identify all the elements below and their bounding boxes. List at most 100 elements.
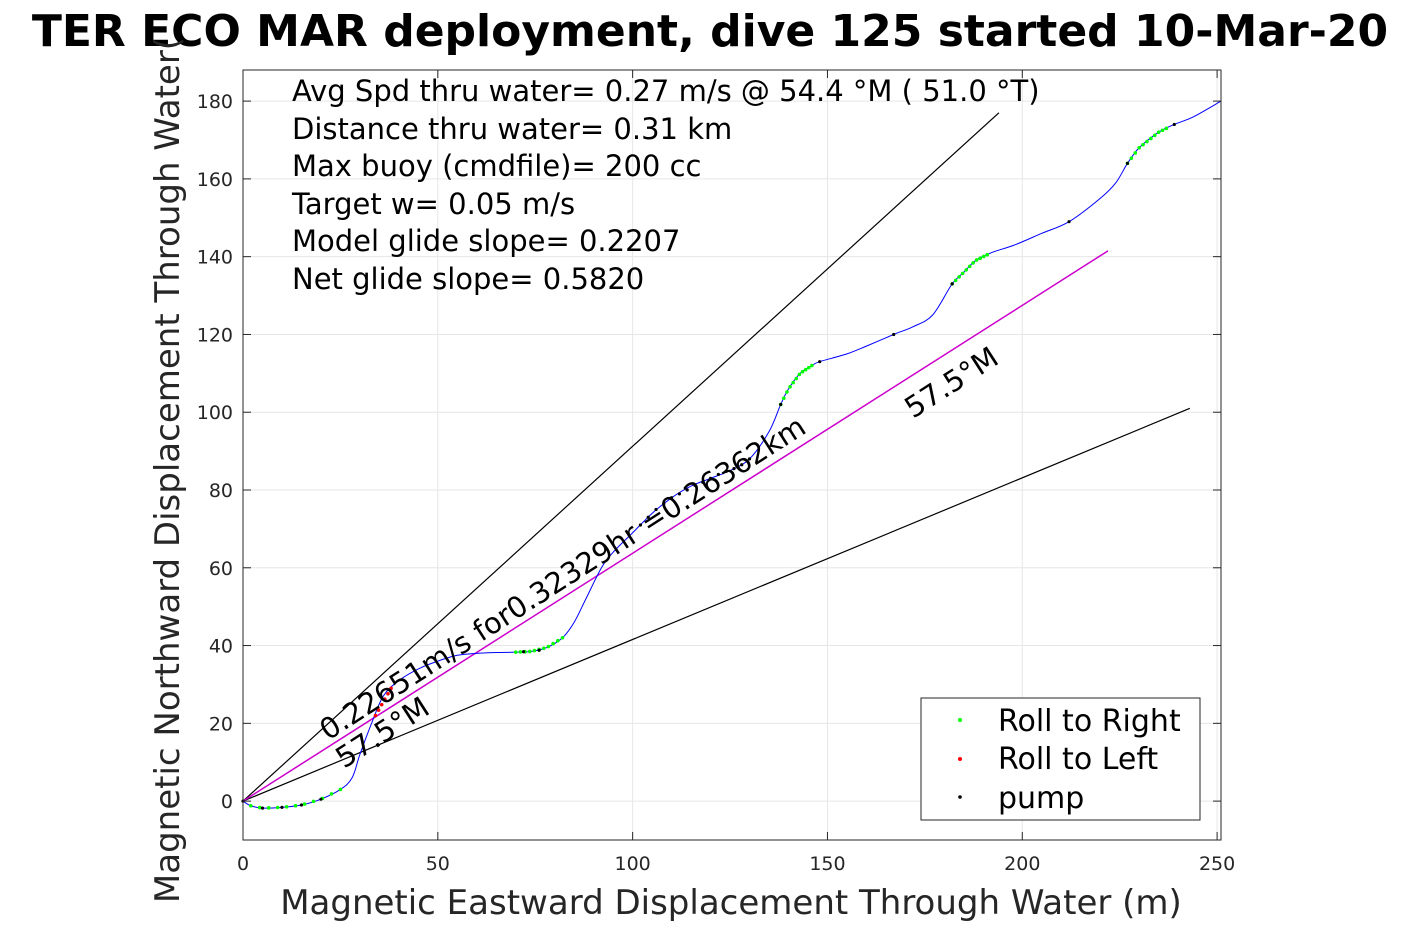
roll-right-point — [1164, 126, 1169, 131]
roll-right-point — [1149, 136, 1153, 141]
roll-right-point — [560, 635, 565, 640]
pump-point — [638, 523, 643, 527]
roll-right-point — [1152, 133, 1157, 138]
roll-right-point — [311, 799, 316, 804]
roll-right-point — [794, 376, 799, 381]
roll-right-point — [957, 275, 961, 279]
pump-point — [537, 648, 541, 652]
roll-left-point — [376, 708, 381, 712]
x-axis-label: Magnetic Eastward Displacement Through W… — [280, 883, 1182, 923]
grid — [242, 70, 1221, 840]
roll-right-point — [953, 278, 958, 283]
heading-bound-line — [242, 112, 1000, 802]
pump-point — [732, 467, 736, 471]
info-avg-speed: Avg Spd thru water= 0.27 m/s @ 54.4 °M (… — [292, 74, 1040, 108]
roll-right-point — [960, 271, 965, 276]
roll-right-point — [1129, 156, 1134, 160]
info-target-w: Target w= 0.05 m/s — [291, 187, 575, 221]
dive-summary: Avg Spd thru water= 0.27 m/s @ 54.4 °M (… — [291, 74, 1040, 296]
roll-right-point — [1137, 145, 1141, 150]
roll-right-point — [964, 268, 968, 272]
pump-point — [701, 480, 705, 484]
roll-right-point — [266, 806, 271, 810]
roll-right-point — [542, 646, 546, 651]
roll-right-point — [971, 261, 975, 265]
roll-right-point — [788, 385, 792, 389]
roll-right-point — [546, 644, 551, 649]
roll-right-point — [556, 638, 560, 643]
y-tick-label: 140 — [197, 247, 233, 269]
roll-right-point — [1141, 142, 1145, 147]
roll-right-point — [985, 252, 990, 257]
pump-point — [708, 476, 713, 480]
roll-right-point — [1160, 128, 1165, 133]
info-distance: Distance thru water= 0.31 km — [292, 112, 732, 146]
roll-right-point — [1133, 151, 1138, 155]
roll-right-point — [978, 256, 983, 261]
pump-point — [677, 492, 681, 496]
y-axis-label: Magnetic Northward Displacement Through … — [148, 37, 188, 903]
legend: Roll to Right Roll to Left pump — [920, 697, 1201, 821]
legend-roll-left: Roll to Left — [998, 742, 1158, 777]
y-tick-label: 0 — [221, 791, 233, 813]
roll-right-point — [791, 380, 795, 385]
roll-left-point — [379, 702, 384, 707]
heading-bound-line — [242, 407, 1191, 802]
roll-right-point — [284, 804, 289, 809]
y-tick-label: 80 — [209, 480, 233, 502]
speed-annotation: 0.22651m/s for0.32329hr =0.26362km — [313, 409, 811, 747]
pump-point — [779, 402, 783, 407]
y-tick-label: 160 — [197, 169, 233, 191]
roll-right-point — [981, 254, 986, 259]
y-tick-label: 120 — [197, 324, 233, 346]
roll-right-point — [785, 390, 789, 394]
roll-right-point — [1145, 139, 1149, 144]
roll-right-point — [782, 396, 786, 401]
roll-right-point — [518, 650, 523, 654]
roll-left-point — [373, 713, 378, 718]
pump-point — [670, 496, 674, 500]
pump-point — [646, 515, 650, 519]
legend-marker-roll-right — [958, 718, 962, 722]
roll-right-point — [302, 802, 307, 806]
pump-point — [319, 797, 323, 801]
mean-heading-line — [242, 250, 1109, 802]
info-max-buoy: Max buoy (cmdfile)= 200 cc — [292, 149, 701, 183]
roll-right-point — [248, 803, 253, 808]
axes-box — [242, 69, 1222, 841]
x-tick-label: 150 — [809, 853, 845, 875]
x-tick-label: 0 — [237, 853, 249, 875]
pump-point — [693, 483, 697, 487]
roll-right-point — [293, 803, 298, 808]
roll-left-point — [383, 697, 387, 702]
roll-left-point — [389, 686, 393, 691]
roll-right-point — [797, 372, 802, 377]
roll-right-point — [806, 365, 811, 370]
y-tick-label: 60 — [209, 558, 233, 580]
pump-point — [685, 488, 689, 492]
x-tick-label: 50 — [426, 853, 450, 875]
y-tick-label: 100 — [197, 402, 233, 424]
pump-point — [1172, 122, 1176, 127]
y-tick-label: 20 — [209, 713, 233, 735]
legend-pump: pump — [998, 781, 1084, 816]
annotations: 0.22651m/s for0.32329hr =0.26362km 57.5°… — [313, 340, 1004, 775]
roll-right-point — [974, 258, 979, 262]
roll-right-point — [275, 805, 280, 810]
pump-point — [662, 502, 666, 506]
legend-roll-right: Roll to Right — [998, 704, 1181, 739]
roll-left-point — [386, 691, 390, 696]
roll-right-point — [527, 649, 532, 654]
pump-point — [1125, 161, 1130, 165]
y-tick-label: 180 — [197, 91, 233, 113]
roll-right-point — [532, 648, 537, 653]
roll-right-point — [513, 650, 518, 654]
pump-point — [747, 457, 752, 461]
x-tick-label: 250 — [1199, 853, 1235, 875]
pump-point — [654, 507, 658, 512]
roll-right-point — [257, 805, 262, 810]
pump-point — [1067, 220, 1071, 224]
pump-point — [818, 360, 822, 364]
legend-box — [920, 697, 1201, 821]
